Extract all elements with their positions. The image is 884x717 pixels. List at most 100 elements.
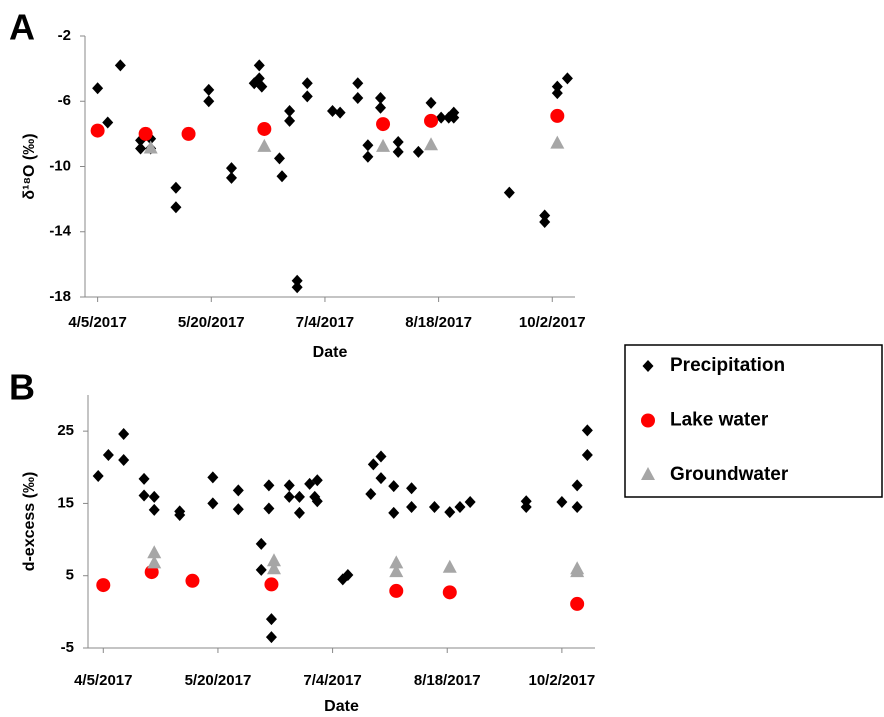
diamond-marker (352, 77, 364, 90)
x-tick-label: 10/2/2017 (529, 672, 596, 689)
panel-label: B (9, 367, 35, 408)
diamond-marker (148, 490, 160, 503)
diamond-marker (255, 537, 267, 550)
triangle-marker (266, 561, 281, 575)
legend-marker (641, 467, 655, 480)
diamond-marker (207, 497, 219, 510)
diamond-marker (293, 490, 305, 503)
diamond-marker (581, 424, 593, 437)
circle-marker (424, 113, 439, 128)
diamond-marker (138, 472, 150, 485)
diamond-marker (203, 83, 215, 96)
diamond-marker (412, 145, 424, 158)
diamond-marker (539, 209, 551, 222)
diamond-marker (428, 501, 440, 514)
diamond-marker (561, 72, 573, 85)
y-tick-label: 25 (57, 422, 74, 439)
triangle-marker (257, 138, 272, 152)
diamond-marker (556, 495, 568, 508)
diamond-marker (225, 162, 237, 175)
diamond-marker (352, 91, 364, 104)
diamond-marker (170, 201, 182, 214)
x-axis-title: Date (313, 344, 348, 361)
y-tick-label: 5 (66, 567, 74, 584)
diamond-marker (253, 59, 265, 72)
diamond-marker (571, 479, 583, 492)
triangle-marker (376, 138, 391, 152)
diamond-marker (232, 484, 244, 497)
diamond-marker (375, 91, 387, 104)
triangle-marker (143, 140, 158, 154)
diamond-marker (263, 479, 275, 492)
diamond-marker (102, 116, 114, 129)
diamond-marker (203, 95, 215, 108)
diamond-marker (425, 96, 437, 109)
diamond-marker (301, 90, 313, 103)
diamond-marker (581, 448, 593, 461)
y-tick-label: -10 (49, 157, 71, 174)
circle-marker (550, 108, 565, 123)
legend-label: Lake water (670, 410, 769, 431)
diamond-marker (232, 503, 244, 516)
diamond-marker (263, 502, 275, 515)
diamond-marker (539, 215, 551, 228)
circle-marker (181, 126, 196, 141)
x-tick-label: 8/18/2017 (414, 672, 481, 689)
legend-label: Groundwater (670, 464, 789, 485)
diamond-marker (520, 501, 532, 514)
circle-marker (442, 585, 457, 600)
x-tick-label: 8/18/2017 (405, 314, 472, 331)
diamond-marker (365, 488, 377, 501)
triangle-marker (424, 137, 439, 151)
y-axis-title: d-excess (‰) (21, 472, 38, 572)
y-tick-label: -14 (49, 223, 71, 240)
triangle-marker (266, 553, 281, 567)
diamond-marker (342, 568, 354, 581)
diamond-marker (273, 152, 285, 165)
diamond-marker (283, 490, 295, 503)
x-tick-label: 5/20/2017 (185, 672, 252, 689)
diamond-marker (388, 506, 400, 519)
diamond-marker (392, 136, 404, 149)
diamond-marker (92, 469, 104, 482)
panel-label: A (9, 7, 35, 48)
diamond-marker (454, 501, 466, 514)
diamond-marker (138, 489, 150, 502)
x-axis-title: Date (324, 698, 359, 715)
diamond-marker (174, 508, 186, 521)
diamond-marker (551, 80, 563, 93)
diamond-marker (571, 501, 583, 514)
x-tick-label: 7/4/2017 (303, 672, 361, 689)
diamond-marker (283, 479, 295, 492)
circle-marker (376, 117, 391, 132)
diamond-marker (388, 480, 400, 493)
legend-marker (641, 413, 655, 428)
circle-marker (185, 573, 200, 588)
x-tick-label: 10/2/2017 (519, 314, 586, 331)
legend-box (624, 344, 883, 498)
diamond-marker (225, 171, 237, 184)
diamond-marker (375, 472, 387, 485)
diamond-marker (464, 495, 476, 508)
diamond-marker (301, 77, 313, 90)
diamond-marker (284, 105, 296, 118)
triangle-marker (389, 564, 404, 578)
circle-marker (264, 577, 279, 592)
legend-marker (642, 360, 654, 372)
diamond-marker (293, 506, 305, 519)
diamond-marker (367, 458, 379, 471)
diamond-marker (375, 101, 387, 114)
diamond-marker (255, 563, 267, 576)
y-tick-label: -5 (61, 639, 74, 656)
circle-marker (144, 565, 159, 580)
circle-marker (90, 123, 105, 138)
x-tick-label: 4/5/2017 (74, 672, 132, 689)
diamond-marker (448, 111, 460, 124)
diamond-marker (265, 631, 277, 644)
diamond-marker (92, 82, 104, 95)
diamond-marker (503, 186, 515, 199)
circle-marker (257, 121, 272, 136)
circle-marker (389, 583, 404, 598)
diamond-marker (392, 145, 404, 158)
